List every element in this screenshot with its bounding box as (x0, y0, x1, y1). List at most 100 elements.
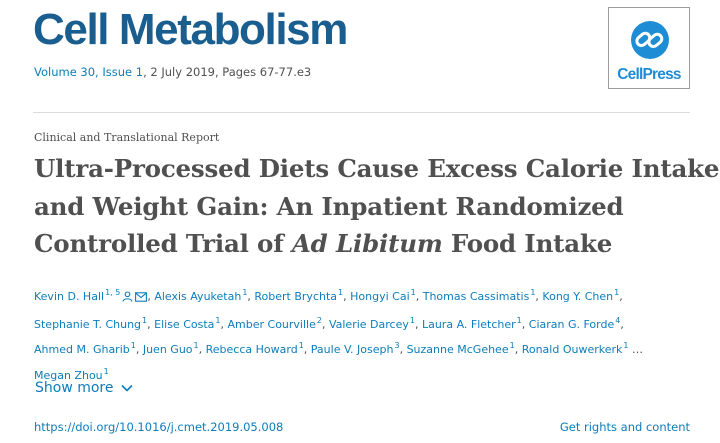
journal-title[interactable]: Cell Metabolism (33, 5, 348, 54)
author-link[interactable]: Thomas Cassimatis1 (422, 288, 536, 303)
author-link[interactable]: Robert Brychta1 (254, 288, 344, 303)
author-separator: , (521, 317, 529, 331)
affiliation-superscript[interactable]: 1 (410, 288, 416, 297)
doi-link[interactable]: https://doi.org/10.1016/j.cmet.2019.05.0… (34, 420, 284, 434)
author-name: Thomas Cassimatis (422, 290, 530, 303)
author-line: Megan Zhou1 (34, 361, 694, 387)
email-icon[interactable] (135, 288, 148, 310)
author-link[interactable]: Hongyi Cai1 (350, 288, 416, 303)
affiliation-superscript[interactable]: 1 (338, 288, 344, 297)
author-separator: , (399, 343, 407, 356)
author-separator: , (415, 290, 423, 303)
volume-issue-link[interactable]: Volume 30, Issue 1 (34, 65, 144, 79)
cellpress-chain-icon (631, 21, 669, 59)
author-name: Hongyi Cai (350, 290, 410, 303)
author-name: Paule V. Joseph (310, 343, 394, 356)
author-name: Megan Zhou (34, 368, 103, 382)
author-link[interactable]: Suzanne McGehee1 (406, 341, 515, 356)
author-link[interactable]: Ahmed M. Gharib1 (34, 341, 136, 356)
affiliation-superscript[interactable]: 2 (316, 315, 322, 325)
author-link[interactable]: Kong Y. Chen1 (542, 288, 620, 303)
affiliation-superscript[interactable]: 1 (130, 341, 136, 350)
title-italic-phrase: Ad Libitum (291, 229, 443, 258)
author-link[interactable]: Valerie Darcey1 (328, 315, 415, 331)
author-link[interactable]: Kevin D. Hall1, 5 (34, 288, 148, 303)
author-name: Rebecca Howard (205, 343, 298, 356)
author-name: Kevin D. Hall (34, 290, 105, 303)
author-separator: , (619, 290, 623, 303)
author-link[interactable]: Alexis Ayuketah1 (154, 288, 248, 303)
author-name: Elise Costa (154, 317, 215, 331)
title-line-3-start: Controlled Trial of (34, 229, 292, 258)
author-link[interactable]: Elise Costa1 (154, 315, 221, 331)
affiliation-superscript[interactable]: 1 (193, 341, 199, 350)
author-separator: , (514, 343, 522, 356)
author-name: Valerie Darcey (328, 317, 409, 331)
author-name: Alexis Ayuketah (154, 290, 242, 303)
person-icon[interactable] (122, 288, 133, 310)
article-title: Ultra-Processed Diets Cause Excess Calor… (34, 150, 720, 263)
author-link[interactable]: Stephanie T. Chung1 (34, 315, 148, 331)
title-line-1: Ultra-Processed Diets Cause Excess Calor… (34, 154, 720, 183)
title-line-2: and Weight Gain: An Inpatient Randomized (34, 191, 624, 221)
author-link[interactable]: Amber Courville2 (227, 315, 322, 331)
author-line: Stephanie T. Chung1, Elise Costa1, Amber… (34, 310, 694, 336)
author-name: Ciaran G. Forde (528, 317, 615, 331)
author-link[interactable]: Paule V. Joseph3 (310, 341, 400, 356)
affiliation-superscript[interactable]: 1 (623, 341, 629, 350)
author-name: Laura A. Fletcher (421, 317, 516, 331)
issue-date-pages: , 2 July 2019, Pages 67-77.e3 (143, 65, 312, 79)
author-name: Ahmed M. Gharib (34, 343, 130, 356)
header-divider (33, 112, 690, 113)
cellpress-wordmark: CellPress (617, 66, 681, 83)
affiliation-superscript[interactable]: 1 (530, 288, 536, 297)
author-line: Kevin D. Hall1, 5, Alexis Ayuketah1, Rob… (34, 282, 694, 310)
author-separator: , (535, 290, 543, 303)
affiliation-superscript[interactable]: 1 (142, 315, 148, 325)
author-ellipsis: … (628, 343, 643, 356)
show-more-button[interactable]: Show more (35, 380, 134, 396)
author-separator: , (135, 343, 143, 356)
affiliation-superscript[interactable]: 1 (614, 288, 620, 297)
author-separator: , (343, 290, 351, 303)
author-link[interactable]: Rebecca Howard1 (205, 341, 304, 356)
author-list: Kevin D. Hall1, 5, Alexis Ayuketah1, Rob… (34, 282, 694, 386)
journal-issue-info: Volume 30, Issue 1, 2 July 2019, Pages 6… (34, 65, 311, 79)
affiliation-superscript[interactable]: 3 (394, 341, 400, 350)
author-name: Ronald Ouwerkerk (521, 343, 623, 356)
author-link[interactable]: Juen Guo1 (142, 341, 199, 356)
author-name: Amber Courville (227, 317, 316, 331)
author-separator: , (303, 343, 311, 356)
rights-content-link[interactable]: Get rights and content (559, 420, 690, 434)
title-line-3: Controlled Trial of Ad Libitum Food Inta… (34, 225, 714, 263)
author-link[interactable]: Megan Zhou1 (34, 366, 109, 382)
author-line: Ahmed M. Gharib1, Juen Guo1, Rebecca How… (34, 335, 694, 361)
author-separator: , (414, 317, 422, 331)
affiliation-superscript[interactable]: 1 (298, 341, 304, 350)
author-separator: , (147, 290, 155, 303)
author-separator: , (321, 317, 329, 331)
affiliation-superscript[interactable]: 1 (215, 315, 221, 325)
author-link[interactable]: Ronald Ouwerkerk1 (521, 341, 629, 356)
affiliation-superscript[interactable]: 1 (103, 366, 109, 376)
affiliation-superscript[interactable]: 4 (615, 315, 621, 325)
title-line-3-end: Food Intake (442, 229, 613, 258)
affiliation-superscript[interactable]: 1 (242, 288, 248, 297)
author-separator: , (220, 317, 228, 331)
author-name: Robert Brychta (254, 290, 338, 303)
cellpress-logo[interactable]: CellPress (608, 7, 690, 89)
affiliation-superscript[interactable]: 1 (516, 315, 522, 325)
author-link[interactable]: Ciaran G. Forde4 (528, 315, 621, 331)
chevron-down-icon (120, 384, 133, 392)
author-link[interactable]: Laura A. Fletcher1 (421, 315, 522, 331)
author-separator: , (147, 317, 155, 331)
author-name: Juen Guo (142, 343, 193, 356)
author-separator: , (198, 343, 206, 356)
author-separator: , (247, 290, 255, 303)
author-name: Suzanne McGehee (406, 343, 509, 356)
affiliation-superscript[interactable]: 1 (409, 315, 415, 325)
affiliation-superscript[interactable]: 1, 5 (105, 288, 121, 297)
article-type: Clinical and Translational Report (34, 131, 220, 144)
author-name: Kong Y. Chen (542, 290, 614, 303)
affiliation-superscript[interactable]: 1 (509, 341, 515, 350)
